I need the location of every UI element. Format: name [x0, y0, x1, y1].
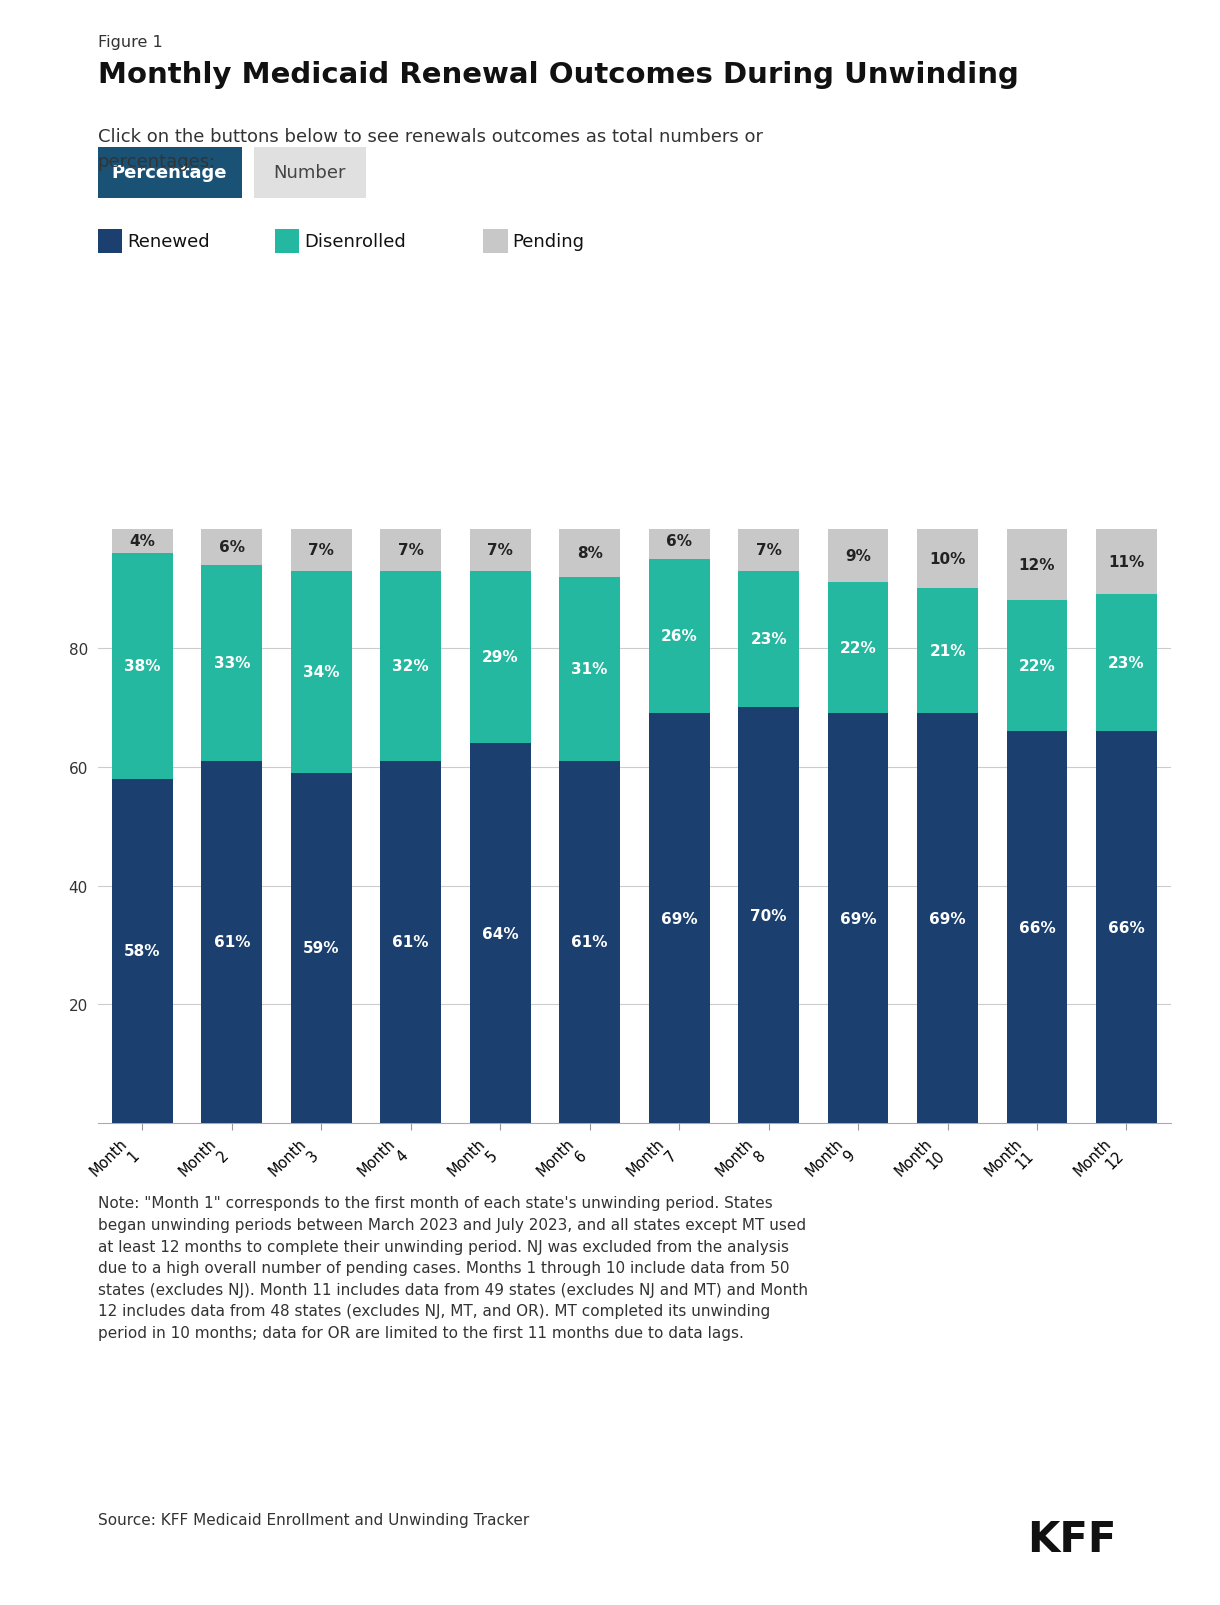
Bar	[1096, 732, 1157, 1124]
Text: 22%: 22%	[839, 640, 876, 656]
Text: 69%: 69%	[839, 912, 876, 926]
Bar	[917, 530, 978, 589]
Text: 61%: 61%	[571, 934, 608, 950]
Bar	[649, 523, 710, 560]
Text: 23%: 23%	[750, 632, 787, 647]
Bar	[649, 714, 710, 1124]
Text: 59%: 59%	[303, 941, 339, 957]
Text: 38%: 38%	[124, 658, 161, 674]
Text: 4%: 4%	[129, 534, 155, 549]
Text: 7%: 7%	[309, 542, 334, 559]
Text: 29%: 29%	[482, 650, 518, 664]
Text: 34%: 34%	[303, 664, 339, 679]
Text: 11%: 11%	[1108, 555, 1144, 570]
Bar	[381, 530, 442, 571]
Text: 58%: 58%	[124, 944, 161, 958]
Bar	[381, 571, 442, 761]
Text: 23%: 23%	[1108, 656, 1144, 671]
Text: 69%: 69%	[930, 912, 966, 926]
Bar	[738, 708, 799, 1124]
Bar	[470, 571, 531, 743]
Text: 64%: 64%	[482, 926, 518, 941]
Bar	[917, 714, 978, 1124]
Text: Click on the buttons below to see renewals outcomes as total numbers or
percenta: Click on the buttons below to see renewa…	[98, 128, 763, 172]
Bar	[112, 530, 173, 554]
Text: 70%: 70%	[750, 908, 787, 923]
Text: 22%: 22%	[1019, 658, 1055, 674]
Text: 61%: 61%	[214, 934, 250, 950]
Text: Renewed: Renewed	[127, 233, 210, 250]
Bar	[917, 589, 978, 714]
Bar	[112, 778, 173, 1124]
Text: Figure 1: Figure 1	[98, 35, 162, 50]
Bar	[1096, 530, 1157, 595]
Text: 66%: 66%	[1108, 920, 1144, 936]
Bar	[1006, 600, 1068, 732]
Text: 31%: 31%	[571, 661, 608, 677]
Bar	[827, 583, 888, 714]
Text: 12%: 12%	[1019, 559, 1055, 573]
Bar	[201, 565, 262, 761]
Text: Monthly Medicaid Renewal Outcomes During Unwinding: Monthly Medicaid Renewal Outcomes During…	[98, 61, 1019, 88]
Text: 7%: 7%	[398, 542, 423, 559]
Text: Pending: Pending	[512, 233, 584, 250]
Text: 61%: 61%	[393, 934, 429, 950]
Text: 32%: 32%	[393, 658, 429, 674]
Text: Disenrolled: Disenrolled	[304, 233, 405, 250]
Text: 6%: 6%	[218, 539, 245, 555]
Text: 69%: 69%	[661, 912, 698, 926]
Text: 7%: 7%	[487, 542, 514, 559]
Bar	[559, 530, 620, 578]
Bar	[470, 530, 531, 571]
Bar	[1096, 595, 1157, 732]
Text: KFF: KFF	[1027, 1518, 1116, 1560]
Bar	[381, 761, 442, 1124]
Bar	[738, 571, 799, 708]
Text: 8%: 8%	[577, 546, 603, 560]
Bar	[112, 554, 173, 778]
Bar	[290, 571, 351, 774]
Bar	[201, 530, 262, 565]
Text: Note: "Month 1" corresponds to the first month of each state's unwinding period.: Note: "Month 1" corresponds to the first…	[98, 1196, 808, 1340]
Text: 33%: 33%	[214, 656, 250, 671]
Bar	[201, 761, 262, 1124]
Bar	[290, 774, 351, 1124]
Text: 7%: 7%	[755, 542, 782, 559]
Bar	[470, 743, 531, 1124]
Bar	[649, 560, 710, 714]
Bar	[559, 761, 620, 1124]
Bar	[559, 578, 620, 761]
Text: Source: KFF Medicaid Enrollment and Unwinding Tracker: Source: KFF Medicaid Enrollment and Unwi…	[98, 1512, 528, 1526]
Text: 66%: 66%	[1019, 920, 1055, 936]
Text: 21%: 21%	[930, 644, 966, 660]
Bar	[827, 714, 888, 1124]
Text: 26%: 26%	[661, 629, 698, 644]
Bar	[1006, 732, 1068, 1124]
Text: 6%: 6%	[666, 534, 692, 549]
Bar	[738, 530, 799, 571]
Text: 9%: 9%	[845, 549, 871, 563]
Bar	[1006, 530, 1068, 600]
Bar	[290, 530, 351, 571]
Bar	[827, 530, 888, 583]
Text: Number: Number	[273, 164, 346, 183]
Text: 10%: 10%	[930, 552, 966, 567]
Text: Percentage: Percentage	[112, 164, 227, 183]
